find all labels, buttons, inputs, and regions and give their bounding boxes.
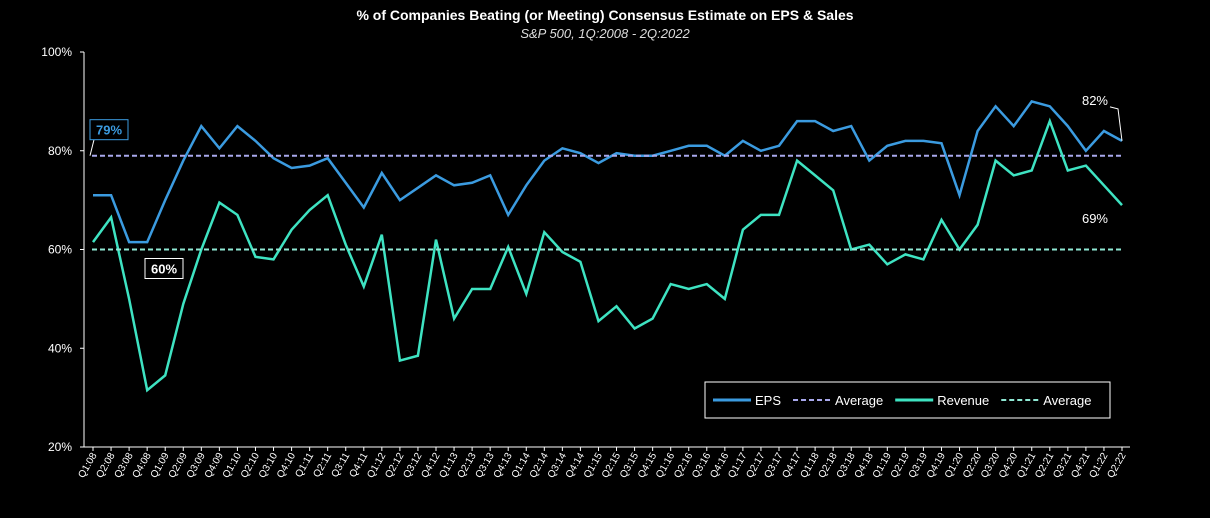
y-tick-label: 80%: [48, 144, 72, 158]
legend-label: Average: [835, 393, 883, 408]
average-label: 79%: [96, 123, 122, 138]
legend: EPS Average Revenue Average: [704, 381, 1111, 419]
label-box: [89, 119, 129, 141]
label-leader: [89, 139, 95, 156]
average-label: 60%: [151, 262, 177, 277]
y-tick-label: 60%: [48, 243, 72, 257]
label-box: [144, 258, 184, 279]
data-label: 69%: [1082, 211, 1108, 226]
y-tick-label: 40%: [48, 341, 72, 355]
chart-title: % of Companies Beating (or Meeting) Cons…: [356, 7, 853, 23]
series-line: [93, 99, 1123, 244]
y-tick-label: 20%: [48, 440, 72, 454]
legend-label: EPS: [755, 393, 781, 408]
legend-label: Revenue: [937, 393, 989, 408]
label-leader: [1109, 106, 1123, 141]
data-label: 82%: [1082, 93, 1108, 108]
series-line: [91, 117, 1123, 393]
legend-label: Average: [1043, 393, 1091, 408]
y-tick-label: 100%: [41, 45, 72, 59]
chart-subtitle: S&P 500, 1Q:2008 - 2Q:2022: [520, 26, 690, 41]
